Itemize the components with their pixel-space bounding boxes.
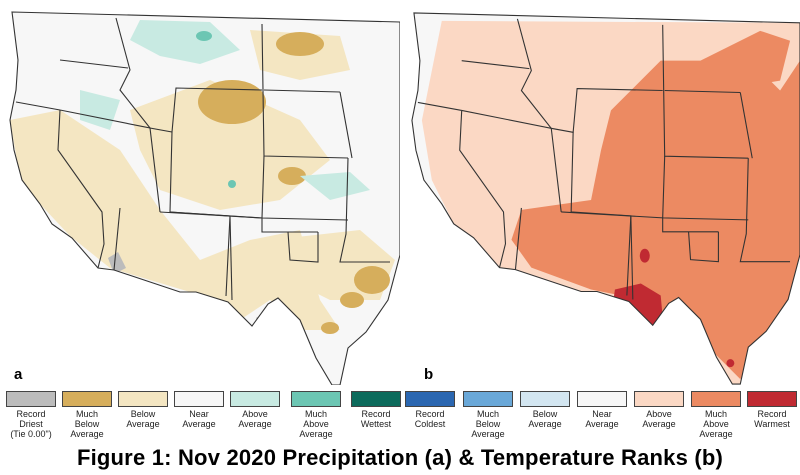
legend-label: Above Average	[238, 409, 272, 429]
legend-swatch	[747, 391, 797, 407]
legend-item-record-driest: Record Driest (Tie 0.00")	[6, 391, 56, 439]
legend-label: Much Above Average	[299, 409, 333, 439]
legend-swatch	[691, 391, 741, 407]
precipitation-map	[0, 0, 400, 385]
legend-item-below-average: Below Average	[118, 391, 168, 429]
legend-swatch	[634, 391, 684, 407]
legend-item-record-coldest: Record Coldest	[405, 391, 455, 429]
legend-item-much-above-average: Much Above Average	[691, 391, 741, 439]
legend-item-much-above-average: Much Above Average	[291, 391, 341, 439]
panel-label-b: b	[424, 366, 434, 383]
legend-swatch	[520, 391, 570, 407]
panel-label-a: a	[14, 366, 23, 383]
legend-label: Record Warmest	[754, 409, 790, 429]
legend-item-above-average: Above Average	[230, 391, 280, 429]
legend-label: Near Average	[182, 409, 216, 429]
legend-swatch	[351, 391, 401, 407]
temperature-map	[402, 0, 800, 385]
legend-swatch	[291, 391, 341, 407]
legend-label: Near Average	[585, 409, 619, 429]
legend-label: Much Below Average	[471, 409, 505, 439]
legend-label: Below Average	[126, 409, 160, 429]
legend-swatch	[230, 391, 280, 407]
temperature-map-graphic	[411, 12, 800, 385]
legend-item-above-average: Above Average	[634, 391, 684, 429]
legend-item-record-wettest: Record Wettest	[351, 391, 401, 429]
legend-label: Below Average	[528, 409, 562, 429]
legend-swatch	[405, 391, 455, 407]
legend-item-below-average: Below Average	[520, 391, 570, 429]
legend-swatch	[118, 391, 168, 407]
legend-label: Record Driest (Tie 0.00")	[10, 409, 52, 439]
legend-item-near-average: Near Average	[577, 391, 627, 429]
legend-label: Record Coldest	[414, 409, 446, 429]
legend-item-record-warmest: Record Warmest	[747, 391, 797, 429]
precipitation-map-graphic	[9, 11, 400, 385]
figure-caption: Figure 1: Nov 2020 Precipitation (a) & T…	[76, 445, 724, 470]
legend-item-near-average: Near Average	[174, 391, 224, 429]
legend-item-much-below-average: Much Below Average	[463, 391, 513, 439]
legend-label: Much Above Average	[699, 409, 733, 439]
legend-swatch	[463, 391, 513, 407]
legend-swatch	[6, 391, 56, 407]
legend-swatch	[62, 391, 112, 407]
legend-label: Much Below Average	[70, 409, 104, 439]
legend-swatch	[174, 391, 224, 407]
legend-label: Above Average	[642, 409, 676, 429]
legend-swatch	[577, 391, 627, 407]
legend-label: Record Wettest	[360, 409, 392, 429]
legend-item-much-below-average: Much Below Average	[62, 391, 112, 439]
